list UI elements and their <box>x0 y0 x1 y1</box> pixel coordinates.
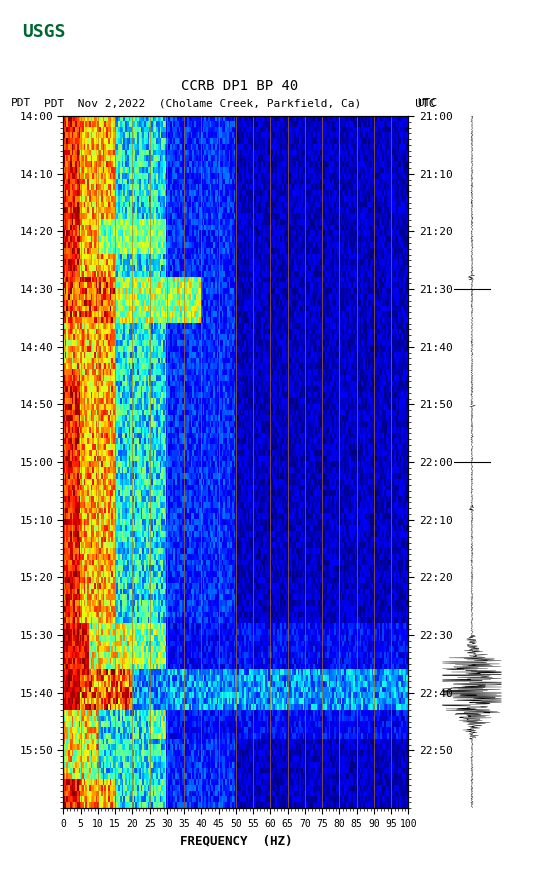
Text: USGS: USGS <box>22 23 66 41</box>
Text: UTC: UTC <box>417 98 437 108</box>
X-axis label: FREQUENCY  (HZ): FREQUENCY (HZ) <box>180 834 292 847</box>
Text: PDT  Nov 2,2022  (Cholame Creek, Parkfield, Ca)        UTC: PDT Nov 2,2022 (Cholame Creek, Parkfield… <box>44 98 436 108</box>
Text: CCRB DP1 BP 40: CCRB DP1 BP 40 <box>182 79 299 93</box>
Text: PDT: PDT <box>11 98 31 108</box>
